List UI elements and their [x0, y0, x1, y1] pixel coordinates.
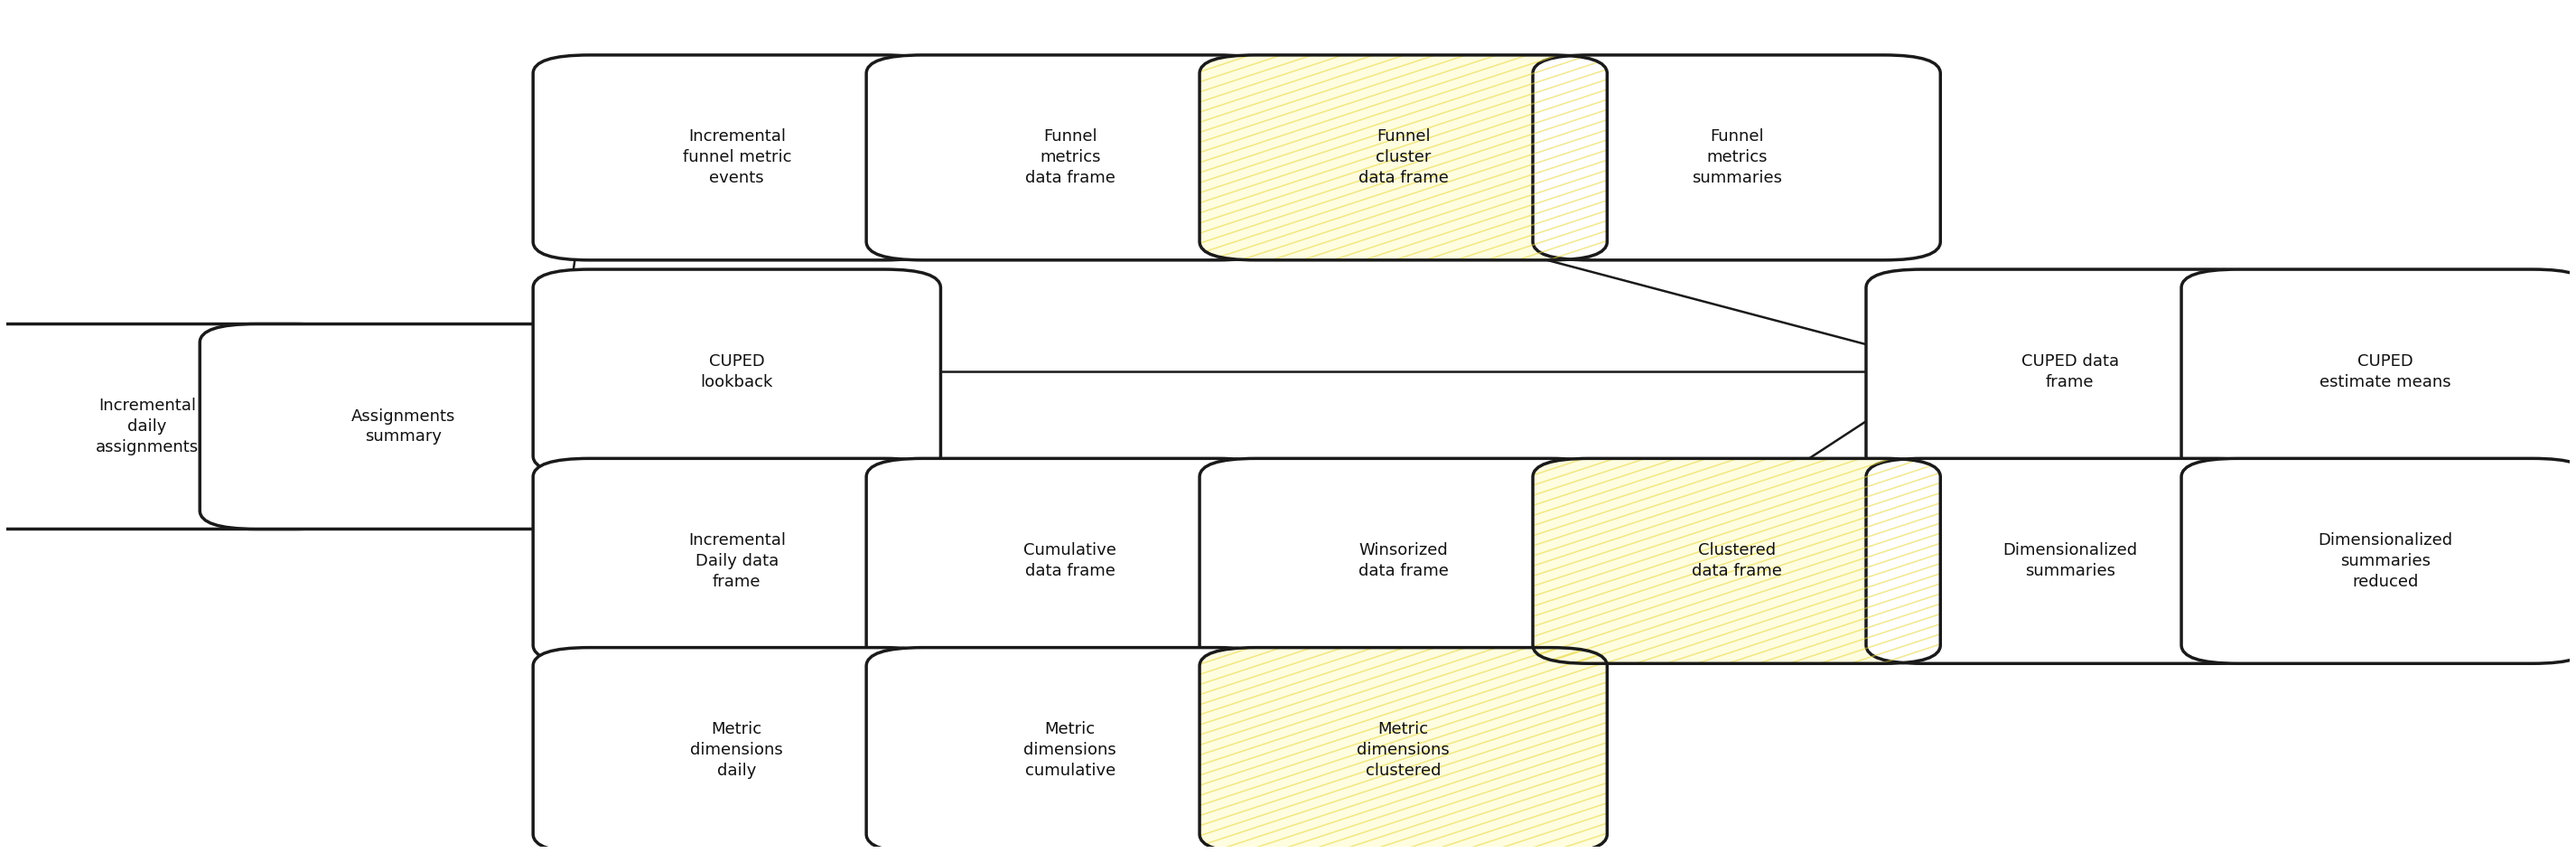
FancyBboxPatch shape — [2182, 270, 2576, 474]
FancyBboxPatch shape — [533, 458, 940, 664]
FancyBboxPatch shape — [533, 270, 940, 474]
FancyBboxPatch shape — [1865, 270, 2275, 474]
Text: Metric
dimensions
cumulative: Metric dimensions cumulative — [1023, 722, 1115, 779]
Text: Incremental
Daily data
frame: Incremental Daily data frame — [688, 532, 786, 589]
FancyBboxPatch shape — [1865, 458, 2275, 664]
FancyBboxPatch shape — [866, 55, 1275, 260]
Text: Metric
dimensions
clustered: Metric dimensions clustered — [1358, 722, 1450, 779]
FancyBboxPatch shape — [1533, 458, 1940, 664]
Text: Incremental
daily
assignments: Incremental daily assignments — [95, 397, 198, 456]
Text: Dimensionalized
summaries: Dimensionalized summaries — [2002, 543, 2138, 579]
Text: CUPED
lookback: CUPED lookback — [701, 353, 773, 391]
Text: Dimensionalized
summaries
reduced: Dimensionalized summaries reduced — [2318, 532, 2452, 589]
Text: Incremental
funnel metric
events: Incremental funnel metric events — [683, 129, 791, 187]
Text: Clustered
data frame: Clustered data frame — [1692, 543, 1783, 579]
FancyBboxPatch shape — [866, 458, 1275, 664]
FancyBboxPatch shape — [201, 324, 608, 529]
Text: CUPED
estimate means: CUPED estimate means — [2318, 353, 2450, 391]
FancyBboxPatch shape — [2182, 458, 2576, 664]
Text: Assignments
summary: Assignments summary — [350, 408, 456, 445]
Text: Funnel
metrics
summaries: Funnel metrics summaries — [1692, 129, 1783, 187]
Text: Winsorized
data frame: Winsorized data frame — [1358, 543, 1448, 579]
FancyBboxPatch shape — [1200, 647, 1607, 853]
FancyBboxPatch shape — [533, 55, 940, 260]
Text: Funnel
metrics
data frame: Funnel metrics data frame — [1025, 129, 1115, 187]
Text: CUPED data
frame: CUPED data frame — [2022, 353, 2117, 391]
FancyBboxPatch shape — [1200, 55, 1607, 260]
Text: Cumulative
data frame: Cumulative data frame — [1023, 543, 1115, 579]
FancyBboxPatch shape — [0, 324, 350, 529]
FancyBboxPatch shape — [1533, 55, 1940, 260]
Text: Metric
dimensions
daily: Metric dimensions daily — [690, 722, 783, 779]
FancyBboxPatch shape — [533, 647, 940, 853]
FancyBboxPatch shape — [866, 647, 1275, 853]
Text: Funnel
cluster
data frame: Funnel cluster data frame — [1358, 129, 1448, 187]
FancyBboxPatch shape — [1200, 458, 1607, 664]
